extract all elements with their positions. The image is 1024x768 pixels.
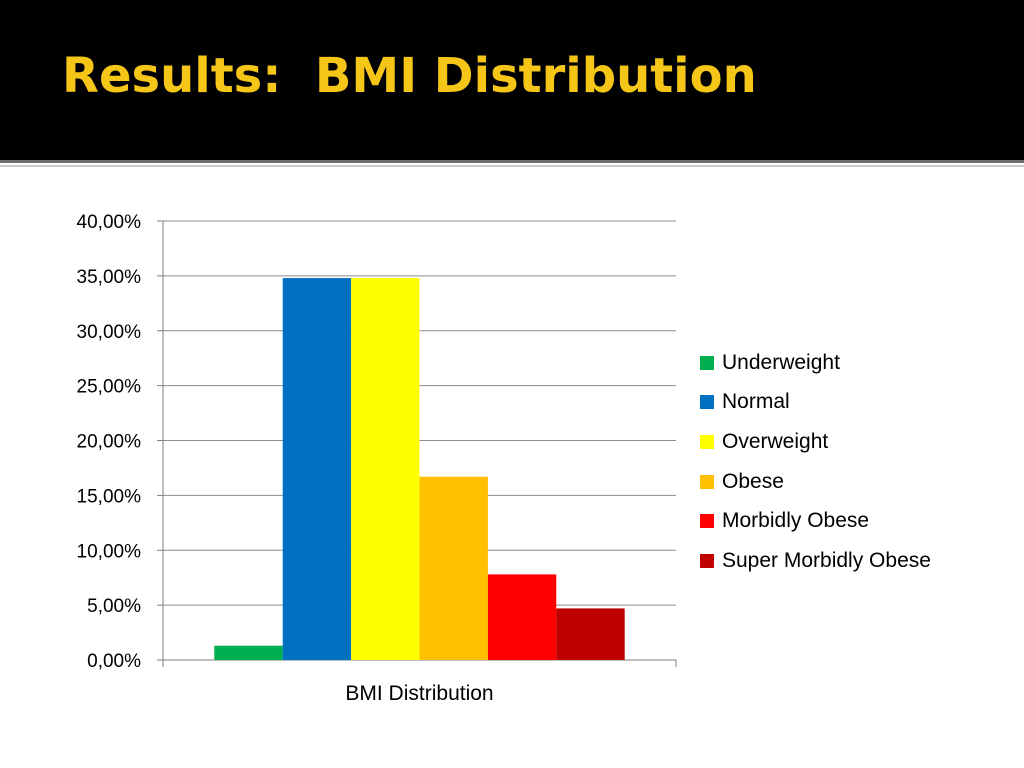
- bar-normal: [282, 278, 352, 660]
- legend-swatch: [700, 474, 714, 489]
- y-tick-label: 10,00%: [77, 541, 142, 562]
- bar-overweight: [351, 278, 420, 660]
- legend-swatch: [700, 355, 714, 370]
- bar-obese: [419, 476, 488, 660]
- header-divider: [0, 160, 1024, 163]
- y-tick-label: 25,00%: [77, 377, 142, 398]
- legend-swatch: [700, 514, 714, 529]
- legend-item: Underweight: [700, 343, 931, 383]
- legend-swatch: [700, 434, 714, 449]
- bar-underweight: [214, 645, 283, 660]
- title-bar: Results: BMI Distribution: [0, 0, 1024, 160]
- y-tick-label: 0,00%: [87, 651, 141, 672]
- bar-morbidly-obese: [487, 574, 557, 660]
- header-divider-light: [0, 165, 1024, 167]
- legend-swatch: [700, 395, 714, 410]
- y-tick-label: 30,00%: [77, 322, 142, 343]
- legend-item: Normal: [700, 383, 931, 423]
- slide-title: Results: BMI Distribution: [62, 48, 757, 104]
- legend-swatch: [700, 553, 714, 568]
- legend-item: Overweight: [700, 422, 931, 462]
- bar-super-morbidly-obese: [556, 608, 625, 660]
- legend-item: Super Morbidly Obese: [700, 541, 931, 581]
- y-tick-label: 20,00%: [77, 432, 142, 453]
- legend-label: Obese: [722, 469, 784, 493]
- legend-label: Underweight: [722, 350, 840, 374]
- chart-legend: Underweight Normal Overweight Obese Morbidly…: [700, 343, 931, 581]
- legend-label: Super Morbidly Obese: [722, 548, 931, 572]
- y-tick-label: 35,00%: [77, 267, 142, 288]
- y-tick-label: 15,00%: [77, 486, 142, 507]
- legend-item: Morbidly Obese: [700, 501, 931, 541]
- legend-item: Obese: [700, 462, 931, 502]
- legend-label: Normal: [722, 390, 790, 414]
- x-category-label: BMI Distribution: [345, 682, 493, 705]
- legend-label: Overweight: [722, 429, 829, 453]
- y-tick-label: 40,00%: [77, 212, 142, 233]
- legend-label: Morbidly Obese: [722, 509, 870, 533]
- y-tick-label: 5,00%: [87, 596, 141, 617]
